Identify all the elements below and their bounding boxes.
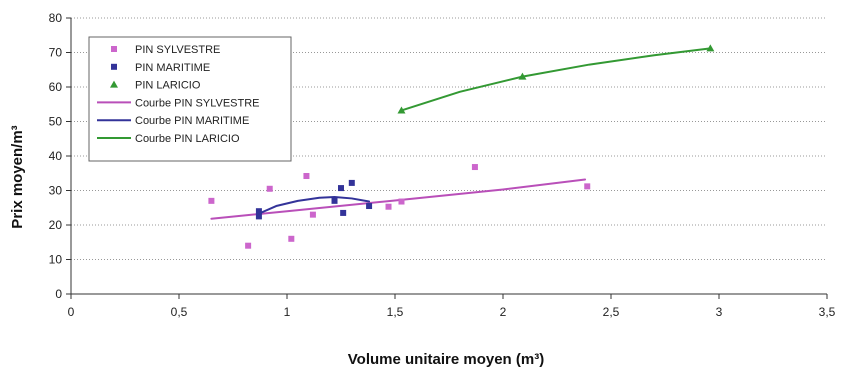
- legend-label-pin-maritime: PIN MARITIME: [135, 62, 210, 74]
- legend-label-pin-sylvestre: PIN SYLVESTRE: [135, 44, 220, 56]
- x-tick-label: 1: [284, 305, 291, 319]
- legend-swatch-pin-maritime: [111, 63, 117, 70]
- data-point-pin-laricio: [706, 44, 715, 52]
- legend-box: [88, 36, 292, 162]
- data-point-pin-maritime: [255, 208, 262, 215]
- x-tick-label: 0: [68, 305, 75, 319]
- y-tick-label: 50: [49, 115, 63, 129]
- y-tick-label: 10: [49, 253, 63, 267]
- data-point-pin-sylvestre: [245, 242, 252, 249]
- legend: PIN SYLVESTRE PIN MARITIME PIN LARICIO Cour…: [88, 36, 292, 162]
- x-tick-label: 2: [500, 305, 507, 319]
- y-tick-label: 60: [49, 80, 63, 94]
- data-point-pin-sylvestre: [208, 197, 215, 204]
- legend-swatch-pin-sylvestre: [111, 46, 117, 52]
- x-axis-title: Volume unitaire moyen (m³): [348, 351, 544, 368]
- data-point-pin-sylvestre: [303, 173, 310, 180]
- x-tick-label: 3: [716, 305, 723, 319]
- data-point-pin-laricio: [397, 106, 406, 114]
- y-tick-label: 0: [55, 287, 62, 301]
- x-tick-label: 3,5: [819, 305, 836, 319]
- data-point-pin-maritime: [338, 185, 344, 192]
- data-point-pin-maritime: [366, 203, 373, 210]
- x-tick-label: 2,5: [603, 305, 620, 319]
- data-point-pin-sylvestre: [385, 203, 392, 210]
- legend-label-courbe-pin-laricio: Courbe PIN LARICIO: [135, 133, 240, 145]
- y-tick-label: 40: [49, 149, 63, 163]
- series-line-courbe-pin-maritime: [257, 196, 371, 215]
- ticks: 0 10 20 30 40 50 60 70 80 0 0,5 1 1,5 2 2,5 3 3,5: [49, 11, 836, 319]
- series-line-courbe-pin-sylvestre: [210, 178, 587, 220]
- y-tick-label: 70: [49, 46, 63, 60]
- legend-label-courbe-pin-maritime: Courbe PIN MARITIME: [135, 115, 249, 127]
- data-point-pin-maritime: [255, 213, 262, 220]
- data-point-pin-sylvestre: [288, 235, 295, 242]
- x-tick-label: 0,5: [171, 305, 188, 319]
- data-point-pin-laricio: [518, 72, 527, 80]
- y-tick-label: 80: [49, 11, 63, 25]
- data-point-pin-sylvestre: [471, 164, 478, 171]
- data-point-pin-sylvestre: [584, 183, 591, 190]
- x-tick-label: 1,5: [387, 305, 404, 319]
- y-tick-label: 30: [49, 184, 63, 198]
- legend-label-pin-laricio: PIN LARICIO: [135, 80, 201, 92]
- plot-area: [208, 44, 715, 249]
- legend-swatch-pin-laricio: [110, 80, 118, 88]
- legend-label-courbe-pin-sylvestre: Courbe PIN SYLVESTRE: [135, 97, 260, 109]
- data-point-pin-sylvestre: [398, 198, 405, 205]
- data-point-pin-maritime: [348, 179, 355, 186]
- series-line-courbe-pin-laricio: [400, 47, 712, 112]
- data-point-pin-sylvestre: [309, 211, 316, 218]
- data-point-pin-maritime: [340, 209, 347, 216]
- y-axis-title: Prix moyen/m³: [9, 125, 26, 228]
- data-point-pin-maritime: [331, 197, 338, 204]
- data-point-pin-sylvestre: [266, 185, 273, 192]
- y-tick-label: 20: [49, 218, 63, 232]
